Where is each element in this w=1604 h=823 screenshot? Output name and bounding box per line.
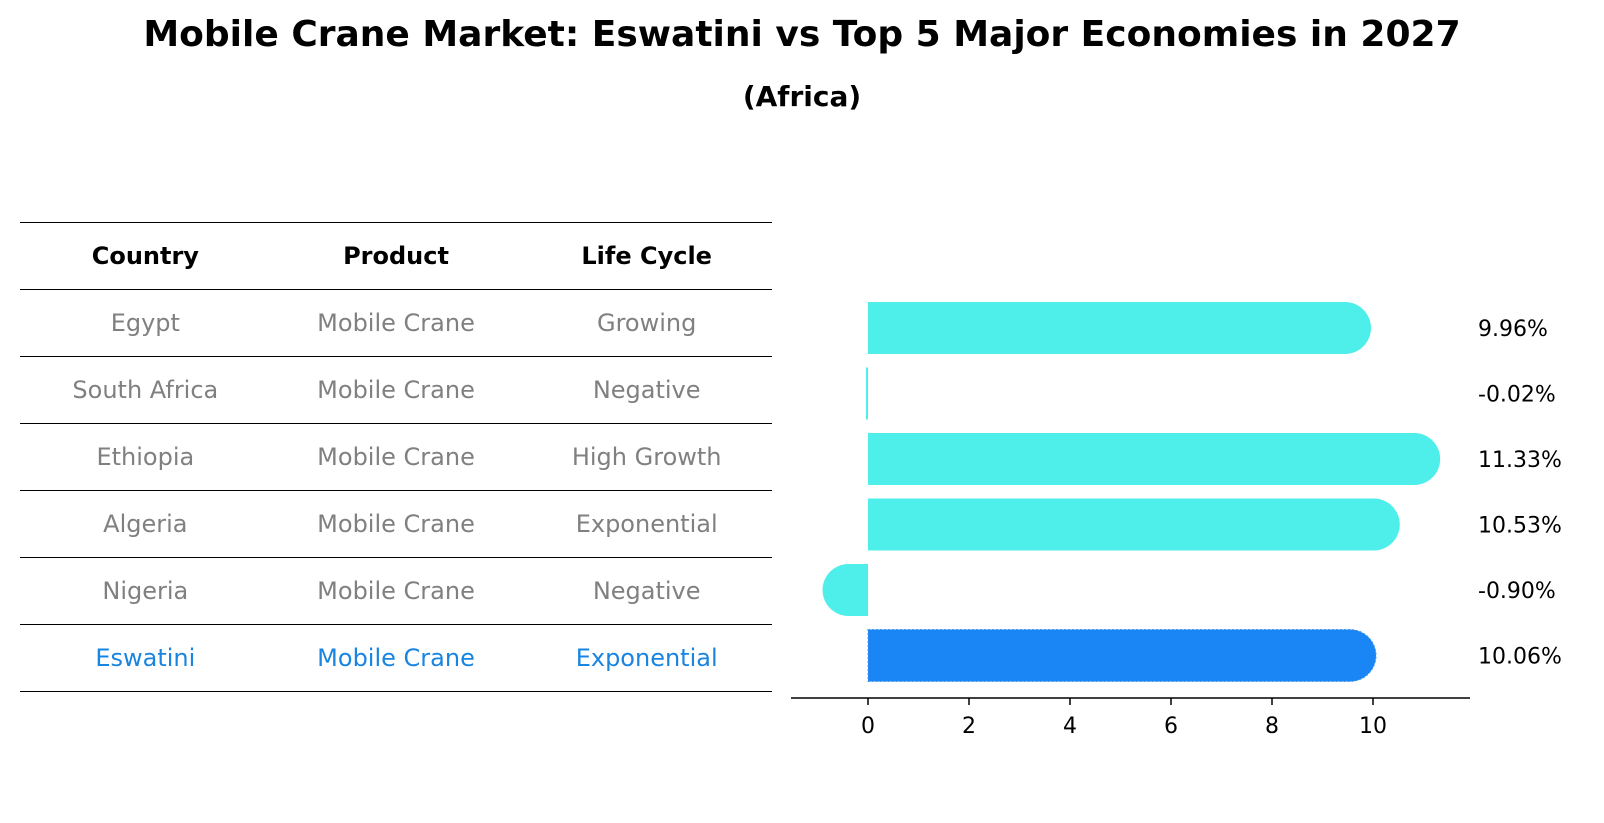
cell-life-cycle: Growing <box>596 309 697 337</box>
value-label: -0.02% <box>1478 383 1556 408</box>
x-tick-label: 0 <box>861 714 875 739</box>
x-tick-label: 4 <box>1063 714 1077 739</box>
table-row: Algeria Mobile Crane Exponential <box>20 490 772 557</box>
table-row: Nigeria Mobile Crane Negative <box>20 557 772 624</box>
x-tick-label: 6 <box>1164 714 1178 739</box>
market-table: Country Product Life Cycle Egypt Mobile … <box>20 222 772 692</box>
value-label: 10.06% <box>1478 645 1562 670</box>
cell-product: Mobile Crane <box>317 510 475 538</box>
bar-egypt <box>868 302 1371 354</box>
x-tick-label: 10 <box>1359 714 1387 739</box>
cell-product: Mobile Crane <box>317 376 475 404</box>
cell-life-cycle: Negative <box>592 577 701 605</box>
table-row-highlighted: Eswatini Mobile Crane Exponential <box>20 624 772 692</box>
value-label: 10.53% <box>1478 514 1562 539</box>
cell-country: Algeria <box>103 510 188 538</box>
cell-country: Nigeria <box>102 577 189 605</box>
cell-life-cycle: Negative <box>592 376 701 404</box>
bar-ethiopia <box>868 433 1441 485</box>
value-label: 9.96% <box>1478 317 1548 342</box>
cell-country: Egypt <box>110 309 180 337</box>
value-label: -0.90% <box>1478 579 1556 604</box>
cell-life-cycle: Exponential <box>575 644 718 672</box>
table-row: Ethiopia Mobile Crane High Growth <box>20 423 772 490</box>
cell-life-cycle: Exponential <box>575 510 718 538</box>
cell-country: South Africa <box>72 376 219 404</box>
table-row: Egypt Mobile Crane Growing <box>20 289 772 356</box>
header-life-cycle: Life Cycle <box>581 242 712 270</box>
bar-algeria <box>868 498 1400 551</box>
cell-product: Mobile Crane <box>317 309 475 337</box>
bar-nigeria <box>822 564 868 616</box>
chart-subtitle: (Africa) <box>742 80 862 113</box>
header-product: Product <box>343 242 449 270</box>
bar-eswatini <box>867 629 1377 682</box>
cell-country: Ethiopia <box>96 443 195 471</box>
x-tick-label: 2 <box>962 714 976 739</box>
chart-title: Mobile Crane Market: Eswatini vs Top 5 M… <box>143 14 1461 55</box>
x-tick-label: 8 <box>1265 714 1279 739</box>
header-country: Country <box>91 242 199 270</box>
cell-product: Mobile Crane <box>317 443 475 471</box>
table-row: South Africa Mobile Crane Negative <box>20 356 772 423</box>
table-header-row: Country Product Life Cycle <box>20 222 772 289</box>
bar-south-africa <box>865 367 868 420</box>
cell-country: Eswatini <box>95 644 196 672</box>
value-label: 11.33% <box>1478 448 1562 473</box>
cell-product: Mobile Crane <box>317 577 475 605</box>
cell-product: Mobile Crane <box>317 644 475 672</box>
cell-life-cycle: High Growth <box>571 443 722 471</box>
